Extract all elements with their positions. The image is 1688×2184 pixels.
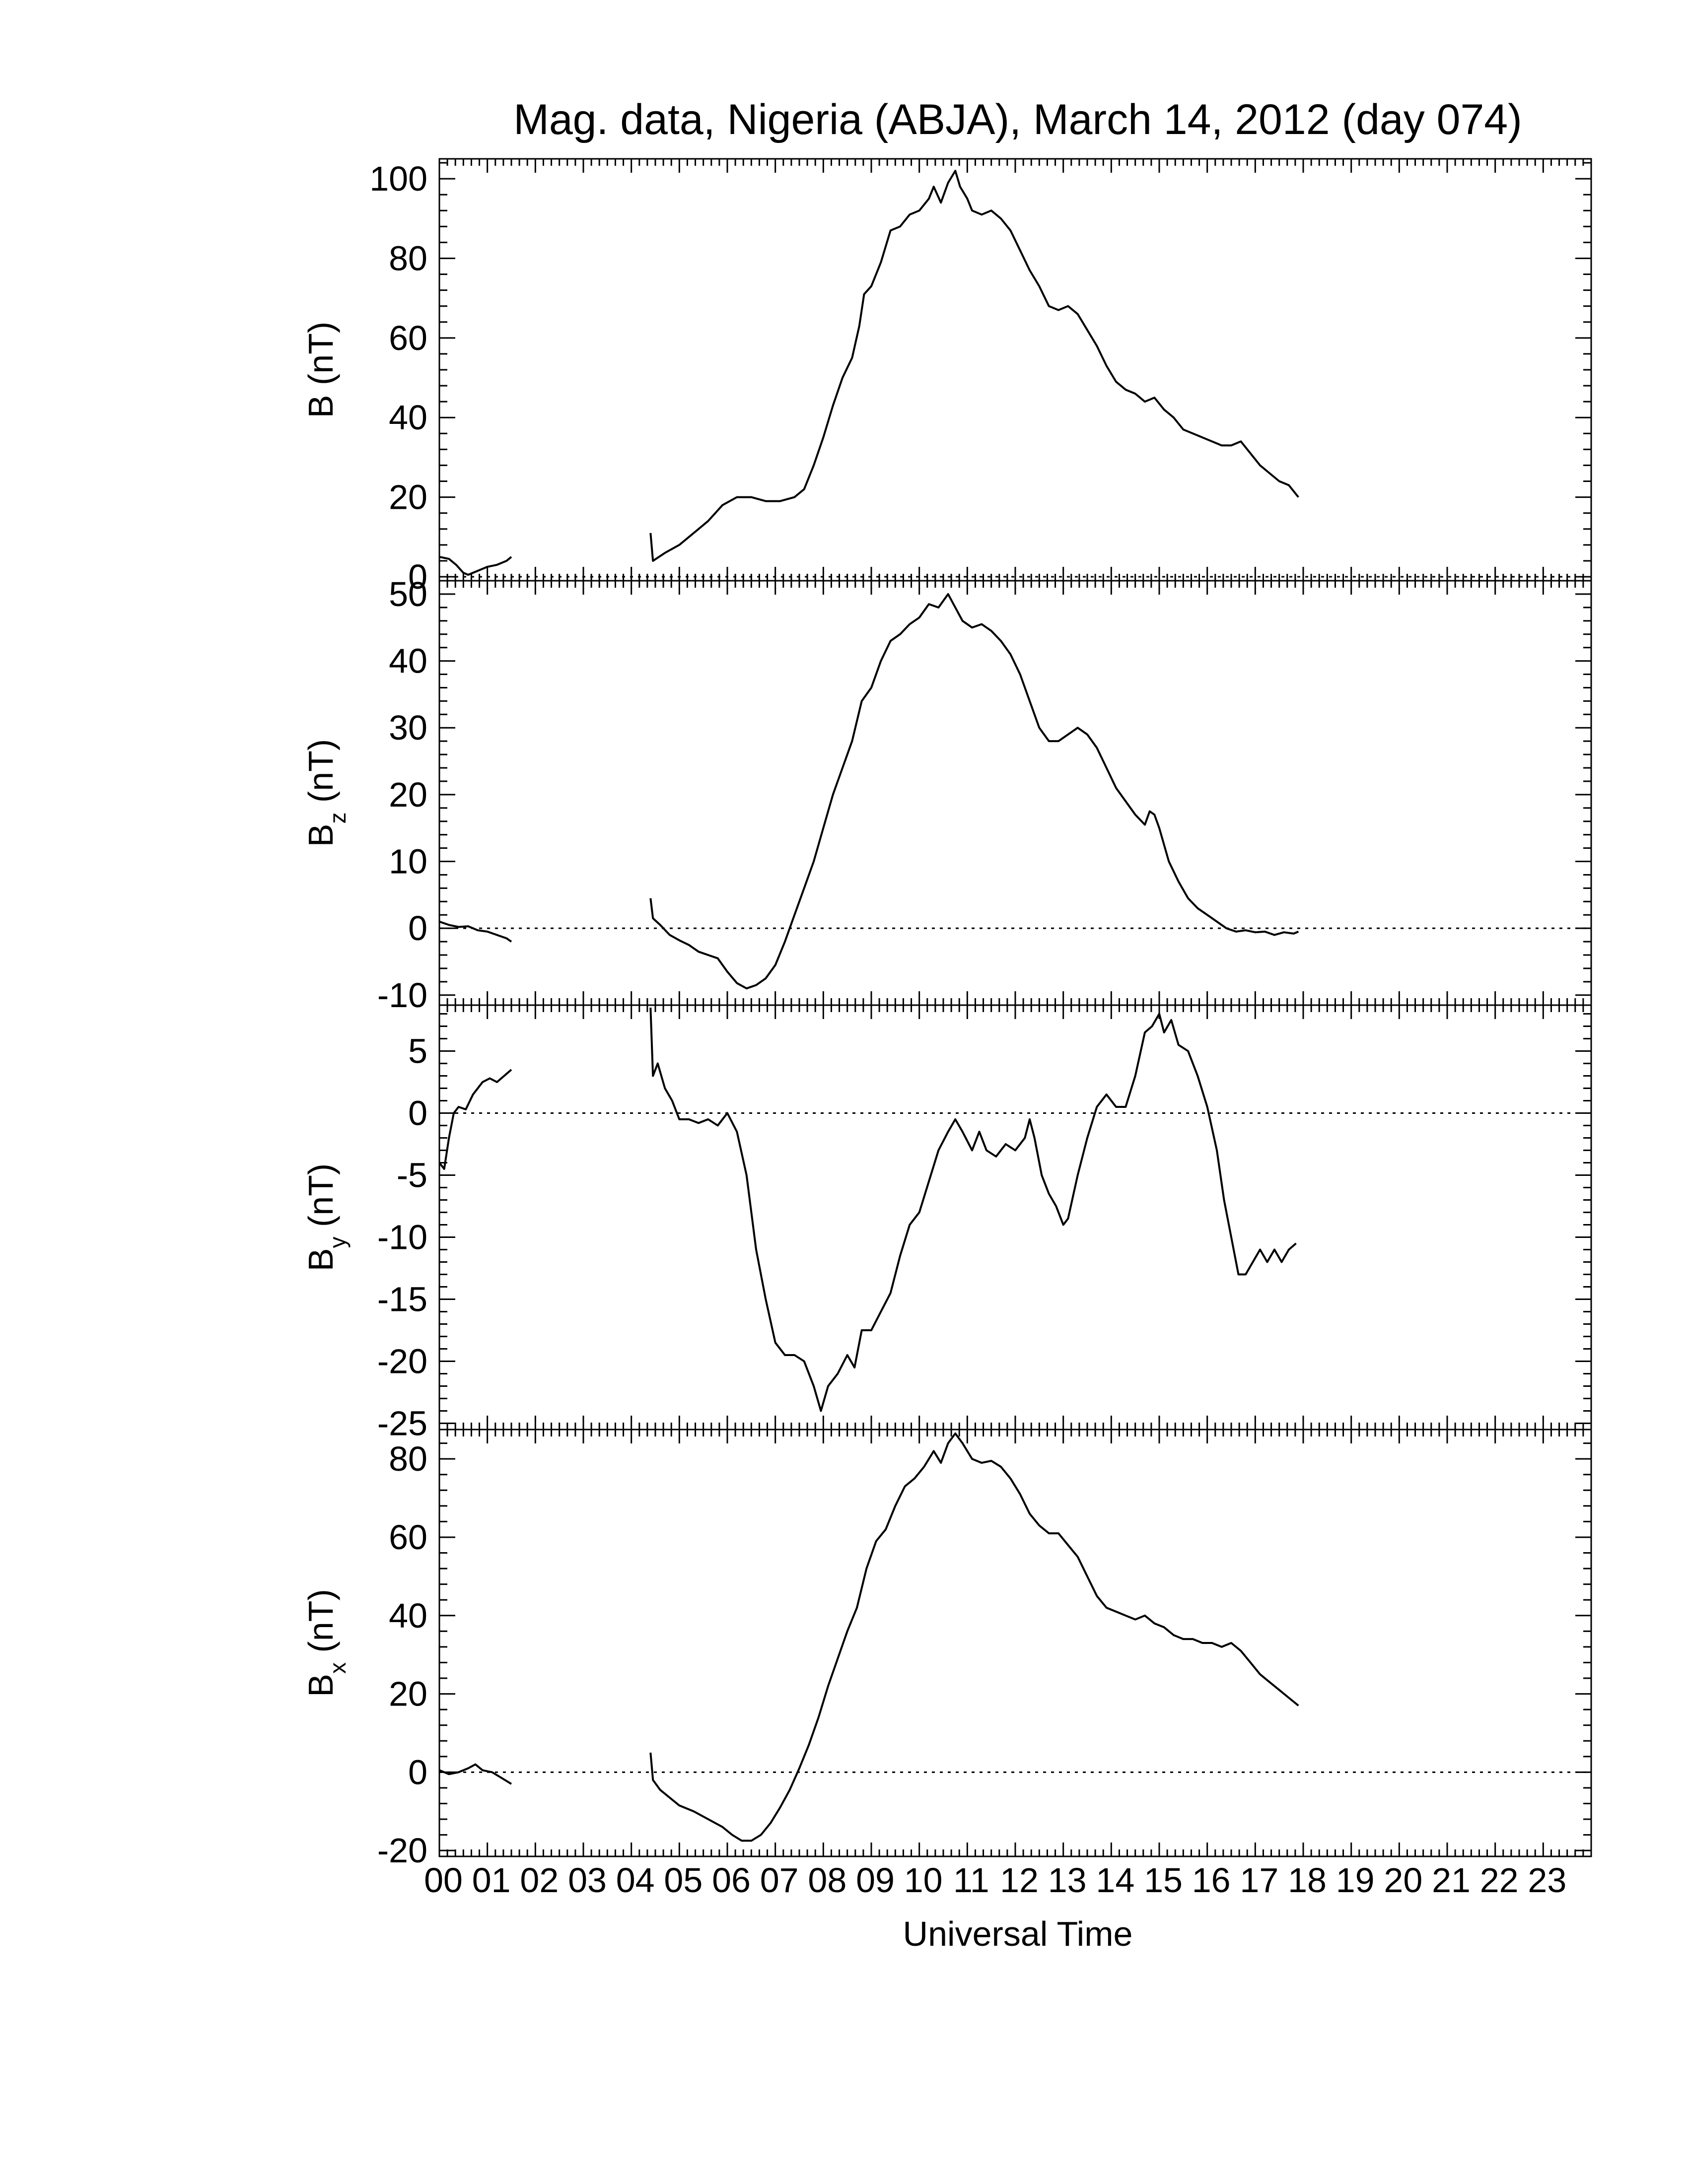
y-tick-label: -10 [377,976,427,1015]
x-tick-labels: 00 01 02 03 04 05 06 07 08 09 10 11 12 13 14 15 16 17 18 19… [424,1861,1566,1900]
y-axis-title-Bz: Bz (nT) [301,739,351,847]
x-tick-label: 18 [1288,1861,1327,1900]
y-tick-label: 0 [408,1753,427,1791]
x-axis-title: Universal Time [903,1914,1133,1953]
x-tick-label: 06 [712,1861,751,1900]
x-tick-label: 15 [1144,1861,1183,1900]
x-tick-label: 05 [664,1861,703,1900]
y-tick-label: -5 [397,1156,427,1195]
y-axis-title-unit: (nT) [301,1589,340,1662]
x-tick-label: 10 [904,1861,943,1900]
y-axis-title-main: B [301,1248,340,1272]
x-tick-label: 08 [808,1861,846,1900]
y-tick-label: 20 [389,775,427,814]
series-line-B-segment-2 [649,170,1299,562]
y-tick-label: 0 [408,909,427,948]
y-tick-label: 10 [389,842,427,881]
x-tick-label: 02 [520,1861,559,1900]
x-tick-label: 04 [616,1861,655,1900]
x-tick-label: 12 [1000,1861,1039,1900]
y-tick-label: 5 [408,1032,427,1071]
y-axis-title-subscript: x [325,1662,351,1674]
panel-B: 0 20 40 60 80 100 B (nT) [301,158,1592,596]
x-tick-label: 13 [1048,1861,1087,1900]
y-tick-label: 0 [408,557,427,596]
y-axis-title-subscript: z [325,813,351,824]
y-tick-label: -10 [377,1218,427,1257]
y-tick-label: 60 [389,1518,427,1557]
y-axis-title-unit: (nT) [301,1163,340,1237]
series-line-B-segment-1 [439,555,512,576]
x-tick-label: 00 [424,1861,463,1900]
y-tick-label: 50 [389,575,427,614]
y-axis-title-main: B [301,824,340,847]
x-tick-label: 03 [568,1861,607,1900]
x-tick-label: 14 [1096,1861,1134,1900]
y-axis-title-Bx: Bx (nT) [301,1589,351,1697]
y-tick-label: 30 [389,708,427,747]
y-tick-label: 80 [389,1439,427,1478]
x-tick-label: 07 [760,1861,799,1900]
series-line-By-segment-1 [438,1069,512,1170]
x-tick-label: 01 [472,1861,511,1900]
y-tick-label: 0 [408,1094,427,1133]
y-axis-title-B: B (nT) [301,322,340,418]
y-tick-label: -25 [377,1404,427,1443]
x-tick-label: 17 [1240,1861,1278,1900]
y-tick-label: -20 [377,1342,427,1381]
series-line-Bz-segment-1 [439,920,512,943]
series-line-Bx-segment-2 [649,1432,1299,1842]
series-line-Bx-segment-1 [439,1763,512,1785]
x-tick-label: 09 [856,1861,895,1900]
chart-title: Mag. data, Nigeria (ABJA), March 14, 201… [513,96,1522,143]
y-axis-title-unit: (nT) [301,739,340,813]
x-tick-label: 11 [953,1861,989,1900]
y-tick-label: 40 [389,398,427,437]
x-tick-label: 19 [1336,1861,1375,1900]
y-tick-label: 80 [389,239,427,277]
series-line-Bz-segment-2 [649,593,1299,990]
x-tick-label: 20 [1384,1861,1422,1900]
y-tick-label: -20 [377,1831,427,1870]
y-axis-title-unit: (nT) [301,322,340,395]
y-tick-label: 40 [389,642,427,681]
x-tick-label: 22 [1480,1861,1519,1900]
y-tick-label: 20 [389,1675,427,1713]
y-tick-label: 40 [389,1596,427,1635]
panel-Bx: -20 0 20 40 60 80 Bx (nT) [301,1429,1592,1870]
y-tick-label: 20 [389,478,427,517]
y-tick-label: 100 [369,159,427,198]
panel-By: -25 -20 -15 -10 -5 0 5 By (nT) [301,1004,1592,1443]
x-tick-label: 16 [1192,1861,1231,1900]
x-tick-label: 23 [1528,1861,1566,1900]
x-tick-label: 21 [1432,1861,1471,1900]
y-axis-title-main: B [301,1674,340,1697]
y-tick-label: 60 [389,319,427,357]
y-axis-title-subscript: y [325,1237,351,1248]
y-tick-label: -15 [377,1280,427,1319]
y-axis-title-main: B [301,395,340,418]
series-line-By-segment-2 [649,1007,1297,1412]
y-axis-title-By: By (nT) [301,1163,351,1271]
